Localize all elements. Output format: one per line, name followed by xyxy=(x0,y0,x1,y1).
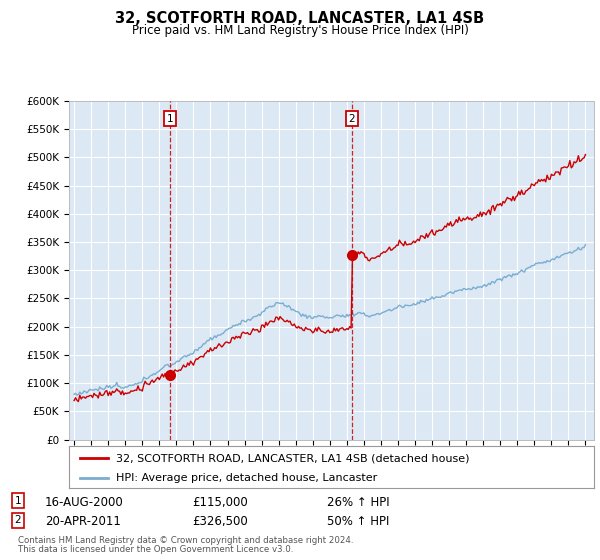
Text: £326,500: £326,500 xyxy=(192,515,248,529)
Text: 2: 2 xyxy=(349,114,355,124)
Text: 1: 1 xyxy=(14,496,22,506)
Text: This data is licensed under the Open Government Licence v3.0.: This data is licensed under the Open Gov… xyxy=(18,545,293,554)
Text: 32, SCOTFORTH ROAD, LANCASTER, LA1 4SB: 32, SCOTFORTH ROAD, LANCASTER, LA1 4SB xyxy=(115,11,485,26)
Text: 50% ↑ HPI: 50% ↑ HPI xyxy=(327,515,389,529)
Text: 20-APR-2011: 20-APR-2011 xyxy=(45,515,121,529)
Text: 26% ↑ HPI: 26% ↑ HPI xyxy=(327,496,389,509)
Text: 1: 1 xyxy=(167,114,173,124)
Text: Contains HM Land Registry data © Crown copyright and database right 2024.: Contains HM Land Registry data © Crown c… xyxy=(18,536,353,545)
Text: HPI: Average price, detached house, Lancaster: HPI: Average price, detached house, Lanc… xyxy=(116,473,377,483)
Text: Price paid vs. HM Land Registry's House Price Index (HPI): Price paid vs. HM Land Registry's House … xyxy=(131,24,469,36)
Text: 32, SCOTFORTH ROAD, LANCASTER, LA1 4SB (detached house): 32, SCOTFORTH ROAD, LANCASTER, LA1 4SB (… xyxy=(116,453,470,463)
Text: 16-AUG-2000: 16-AUG-2000 xyxy=(45,496,124,509)
Text: £115,000: £115,000 xyxy=(192,496,248,509)
Text: 2: 2 xyxy=(14,515,22,525)
